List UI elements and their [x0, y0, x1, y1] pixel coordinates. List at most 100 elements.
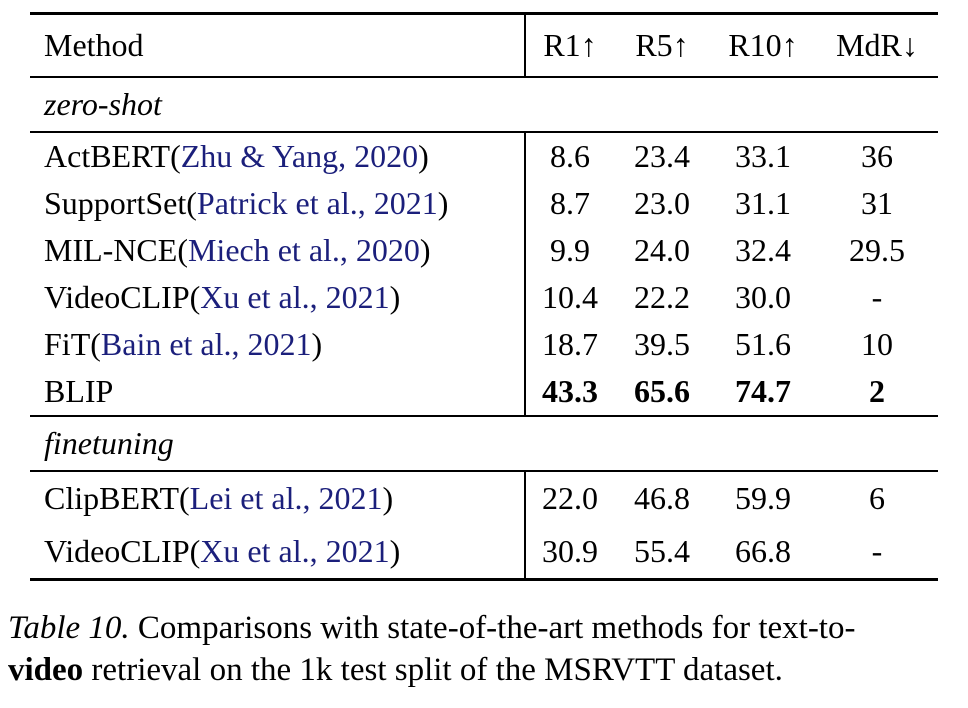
caption-segment: video: [8, 652, 84, 688]
method-cell: MIL-NCE (Miech et al., 2020): [30, 227, 526, 274]
citation-link[interactable]: Xu et al., 2021: [200, 279, 390, 315]
section-label-row: finetuning: [30, 417, 938, 470]
value-cell: 29.5: [849, 232, 905, 268]
header-method-label: Method: [44, 27, 144, 63]
value-cell: 74.7: [735, 373, 791, 409]
value-cell: 23.4: [634, 138, 690, 174]
method-name: ActBERT: [44, 138, 171, 174]
paren-open: (: [170, 138, 181, 174]
method-name: ClipBERT: [44, 480, 179, 516]
section-label: zero-shot: [44, 86, 162, 122]
value-cell: 10.4: [542, 279, 598, 315]
header-method-cell: Method: [30, 15, 526, 76]
paren-open: (: [189, 279, 201, 315]
paren-open: (: [90, 326, 101, 362]
value-cell: 36: [861, 138, 893, 174]
table-rule: [30, 578, 938, 581]
caption-line: Table 10. Comparisons with state-of-the-…: [8, 607, 960, 649]
caption-segment: Comparisons with state-of-the-art method…: [129, 610, 856, 646]
value-cell: 2: [869, 373, 885, 409]
table-row: VideoCLIP (Xu et al., 2021) 10.4 22.2 30.0 -: [30, 274, 938, 321]
value-cell: 66.8: [735, 533, 791, 569]
value-cell: 33.1: [735, 138, 791, 174]
paren-open: (: [178, 480, 190, 516]
value-cell: 43.3: [542, 373, 598, 409]
value-cell: 32.4: [735, 232, 791, 268]
paren-close: ): [437, 185, 449, 221]
value-cell: 30.9: [542, 533, 598, 569]
header-bottom-rule: [30, 76, 938, 78]
results-table: Method R1↑ R5↑ R10↑ MdR↓ zero-shot ActBER…: [30, 12, 938, 581]
value-cell: -: [871, 279, 883, 315]
table-rule: [30, 415, 938, 417]
table-header-row: Method R1↑ R5↑ R10↑ MdR↓: [30, 15, 938, 76]
section-label-row: zero-shot: [30, 78, 938, 131]
value-cell: -: [871, 533, 883, 569]
value-cell: 39.5: [634, 326, 690, 362]
method-name: VideoCLIP: [44, 533, 190, 569]
value-cell: 24.0: [634, 232, 690, 268]
table-rule: [30, 131, 938, 133]
value-cell: 8.6: [550, 138, 590, 174]
table-caption: Table 10. Comparisons with state-of-the-…: [8, 607, 960, 691]
paren-open: (: [186, 185, 197, 221]
caption-segment: Table 10.: [8, 610, 130, 646]
citation-link[interactable]: Patrick et al., 2021: [196, 185, 438, 221]
value-cell: 51.6: [735, 326, 791, 362]
table-row: ClipBERT (Lei et al., 2021) 22.0 46.8 59.9 6: [30, 472, 938, 525]
value-cell: 9.9: [550, 232, 590, 268]
paren-close: ): [389, 279, 401, 315]
method-cell: ClipBERT (Lei et al., 2021): [30, 472, 526, 525]
value-cell: 59.9: [735, 480, 791, 516]
value-cell: 22.2: [634, 279, 690, 315]
header-col-r5: R5↑: [635, 27, 689, 63]
method-name: VideoCLIP: [44, 279, 190, 315]
caption-segment: retrieval on the 1k test split of the MS…: [83, 652, 783, 688]
citation-link[interactable]: Xu et al., 2021: [200, 533, 390, 569]
method-name: BLIP: [44, 373, 114, 409]
method-cell: SupportSet (Patrick et al., 2021): [30, 180, 526, 227]
value-cell: 8.7: [550, 185, 590, 221]
value-cell: 31: [861, 185, 893, 221]
table-top-rule: [30, 12, 938, 15]
method-name: SupportSet: [44, 185, 187, 221]
method-cell: FiT (Bain et al., 2021): [30, 321, 526, 368]
value-cell: 10: [861, 326, 893, 362]
table-row: FiT (Bain et al., 2021) 18.7 39.5 51.6 10: [30, 321, 938, 368]
header-col-mdr: MdR↓: [836, 27, 918, 63]
paren-open: (: [177, 232, 188, 268]
table-row: BLIP 43.3 65.6 74.7 2: [30, 368, 938, 415]
value-cell: 46.8: [634, 480, 690, 516]
table-rule: [30, 470, 938, 472]
citation-link[interactable]: Lei et al., 2021: [189, 480, 383, 516]
table-row: SupportSet (Patrick et al., 2021) 8.7 23.0…: [30, 180, 938, 227]
paren-close: ): [311, 326, 323, 362]
method-cell: BLIP: [30, 368, 526, 415]
method-cell: VideoCLIP (Xu et al., 2021): [30, 274, 526, 321]
citation-link[interactable]: Miech et al., 2020: [187, 232, 420, 268]
caption-line: video retrieval on the 1k test split of …: [8, 649, 960, 691]
paren-close: ): [419, 232, 431, 268]
section-rows: ActBERT (Zhu & Yang, 2020) 8.6 23.4 33.1 36 S…: [30, 133, 938, 415]
paren-open: (: [189, 533, 201, 569]
section-label: finetuning: [44, 425, 174, 461]
section-rows: ClipBERT (Lei et al., 2021) 22.0 46.8 59.9 6…: [30, 472, 938, 578]
method-cell: VideoCLIP (Xu et al., 2021): [30, 525, 526, 578]
paren-close: ): [382, 480, 394, 516]
paren-close: ): [418, 138, 429, 174]
value-cell: 6: [869, 480, 885, 516]
method-cell: ActBERT (Zhu & Yang, 2020): [30, 133, 526, 180]
table-row: ActBERT (Zhu & Yang, 2020) 8.6 23.4 33.1 36: [30, 133, 938, 180]
value-cell: 31.1: [735, 185, 791, 221]
paren-close: ): [389, 533, 401, 569]
citation-link[interactable]: Bain et al., 2021: [100, 326, 312, 362]
table-row: VideoCLIP (Xu et al., 2021) 30.9 55.4 66.8 -: [30, 525, 938, 578]
header-col-r1: R1↑: [543, 27, 597, 63]
value-cell: 65.6: [634, 373, 690, 409]
value-cell: 55.4: [634, 533, 690, 569]
citation-link[interactable]: Zhu & Yang, 2020: [180, 138, 419, 174]
value-cell: 22.0: [542, 480, 598, 516]
table-row: MIL-NCE (Miech et al., 2020) 9.9 24.0 32.4 2…: [30, 227, 938, 274]
header-col-r10: R10↑: [728, 27, 798, 63]
